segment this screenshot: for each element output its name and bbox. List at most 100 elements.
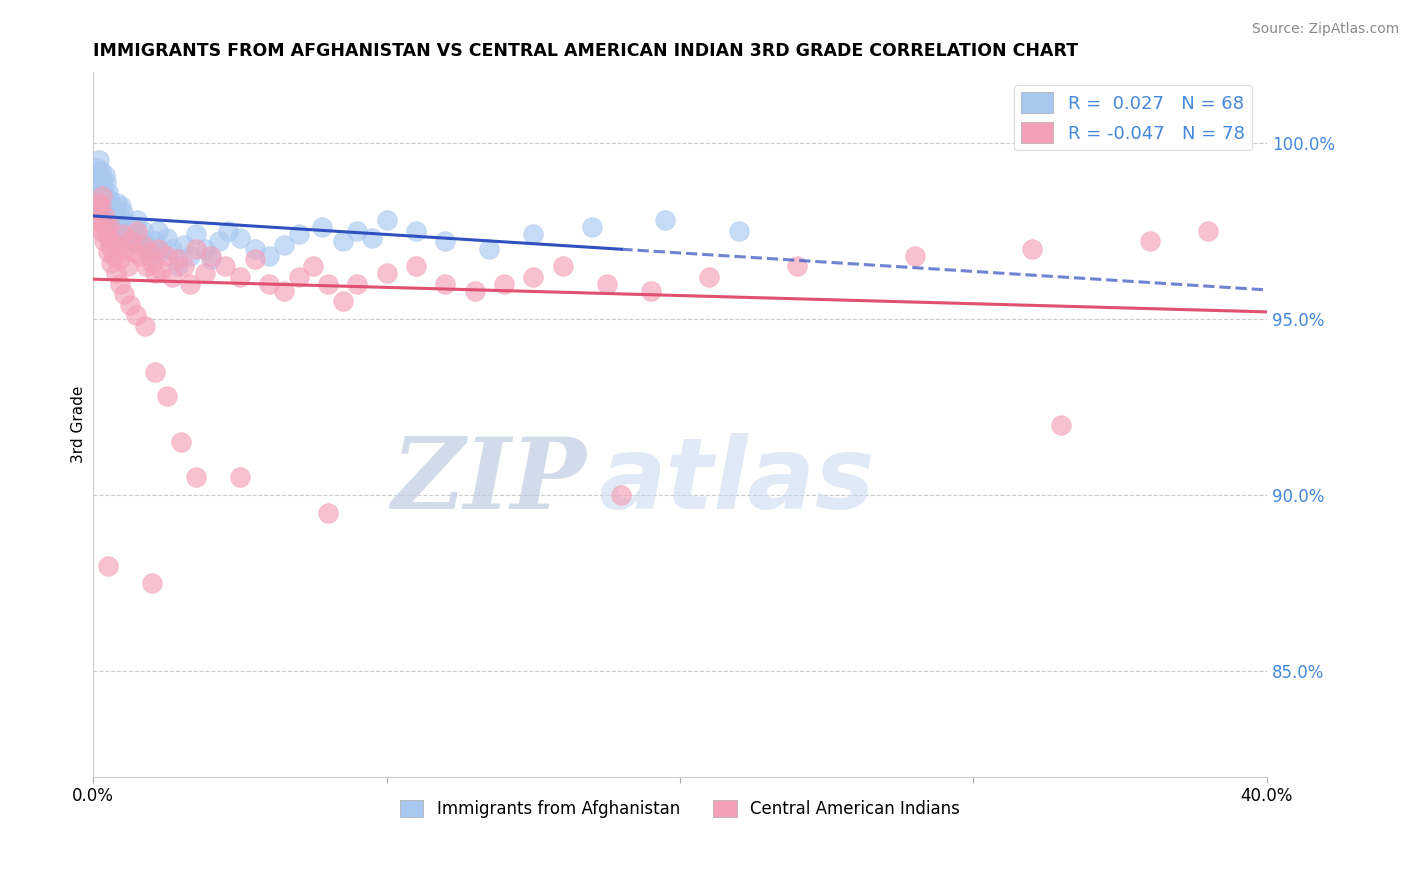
Point [610, 488, 633, 502]
Point [405, 259, 427, 273]
Point [361, 231, 384, 245]
Point [229, 269, 252, 284]
Point [111, 227, 134, 242]
Point [143, 365, 166, 379]
Point [93, 188, 115, 202]
Point [162, 242, 184, 256]
Point [97, 199, 120, 213]
Point [146, 224, 169, 238]
Point [103, 213, 125, 227]
Point [132, 224, 155, 238]
Point [149, 262, 172, 277]
Point [87, 153, 110, 168]
Point [143, 235, 166, 249]
Point [108, 277, 131, 291]
Point [141, 249, 163, 263]
Point [90, 178, 112, 193]
Point [96, 220, 118, 235]
Point [257, 277, 280, 291]
Point [108, 231, 131, 245]
Point [273, 238, 295, 252]
Point [375, 213, 398, 227]
Point [127, 224, 149, 238]
Point [105, 195, 128, 210]
Point [87, 213, 110, 227]
Point [84, 188, 107, 202]
Point [112, 224, 135, 238]
Point [98, 217, 121, 231]
Point [122, 220, 145, 235]
Point [434, 277, 457, 291]
Point [138, 245, 160, 260]
Point [332, 235, 354, 249]
Point [1197, 224, 1219, 238]
Point [91, 188, 114, 202]
Point [179, 249, 201, 263]
Point [84, 206, 107, 220]
Point [170, 435, 193, 450]
Point [316, 506, 339, 520]
Point [1139, 235, 1161, 249]
Point [640, 284, 662, 298]
Point [141, 576, 163, 591]
Point [581, 220, 603, 235]
Point [141, 255, 163, 269]
Point [346, 277, 368, 291]
Point [114, 217, 136, 231]
Point [375, 266, 398, 280]
Point [208, 235, 231, 249]
Point [243, 242, 266, 256]
Point [111, 206, 134, 220]
Point [551, 259, 574, 273]
Point [257, 249, 280, 263]
Point [86, 195, 108, 210]
Point [904, 249, 927, 263]
Point [87, 213, 110, 227]
Point [105, 238, 128, 252]
Point [243, 252, 266, 266]
Point [167, 259, 190, 273]
Point [93, 224, 115, 238]
Point [86, 178, 108, 193]
Point [93, 182, 115, 196]
Point [149, 245, 172, 260]
Point [110, 199, 132, 213]
Point [117, 259, 139, 273]
Point [522, 227, 544, 242]
Point [87, 171, 110, 186]
Point [184, 242, 207, 256]
Point [93, 235, 115, 249]
Point [167, 252, 190, 266]
Point [94, 168, 117, 182]
Point [120, 235, 142, 249]
Point [100, 235, 122, 249]
Point [108, 210, 131, 224]
Point [127, 213, 149, 227]
Point [287, 269, 309, 284]
Point [100, 210, 122, 224]
Point [464, 284, 486, 298]
Point [96, 175, 118, 189]
Point [94, 210, 117, 224]
Point [214, 259, 236, 273]
Point [727, 224, 749, 238]
Point [91, 171, 114, 186]
Point [100, 199, 122, 213]
Point [104, 202, 127, 217]
Point [89, 199, 111, 213]
Point [194, 242, 217, 256]
Point [654, 213, 676, 227]
Point [129, 231, 152, 245]
Point [89, 164, 111, 178]
Point [101, 242, 124, 256]
Point [108, 252, 131, 266]
Point [143, 266, 166, 280]
Point [200, 249, 222, 263]
Text: atlas: atlas [598, 433, 875, 530]
Point [101, 206, 124, 220]
Point [90, 224, 112, 238]
Point [98, 192, 121, 206]
Point [405, 224, 427, 238]
Point [134, 318, 156, 333]
Point [122, 245, 145, 260]
